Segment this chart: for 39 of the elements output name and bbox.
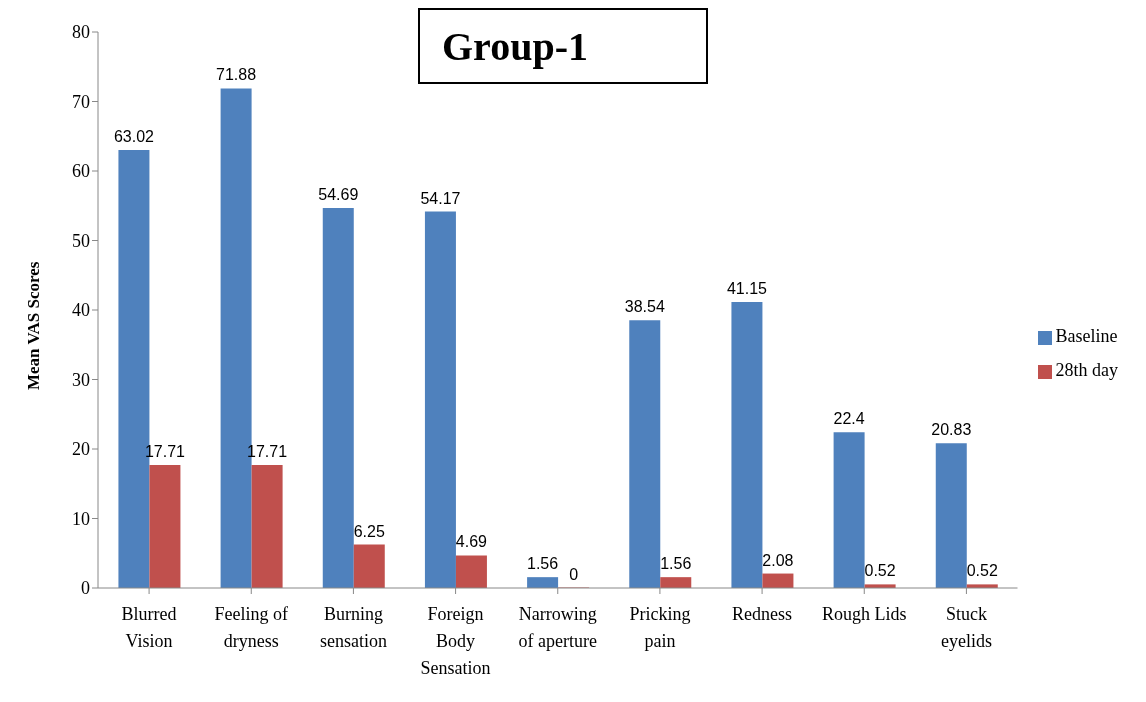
y-tick-label: 40	[72, 300, 90, 321]
x-tick-label: Pricking pain	[629, 604, 691, 651]
y-tick-label: 80	[72, 22, 90, 43]
y-tick-label: 70	[72, 91, 90, 112]
x-tick-label: Burning sensation	[319, 604, 387, 651]
data-label: 54.69	[318, 185, 359, 203]
data-label: 1.56	[660, 555, 692, 573]
legend-label: 28th day	[1055, 360, 1118, 380]
data-label: 38.54	[624, 298, 665, 316]
x-tick-label: Narrowing of aperture	[518, 604, 597, 651]
data-label: 54.17	[420, 189, 461, 207]
x-tick-label: Blurred Vision	[121, 604, 177, 651]
x-tick-label: Stuck eyelids	[940, 604, 992, 651]
data-label: 0.52	[864, 562, 896, 580]
y-tick-label: 60	[72, 161, 90, 182]
y-tick-label: 30	[72, 369, 90, 390]
legend-label: Baseline	[1055, 326, 1118, 346]
x-tick-label: Feeling of dryness	[214, 604, 288, 651]
data-label: 6.25	[353, 522, 385, 540]
data-label: 20.83	[931, 421, 972, 439]
data-label: 1.56	[527, 555, 559, 573]
y-axis-title: Mean VAS Scores	[24, 261, 44, 390]
y-tick-label: 0	[81, 578, 90, 599]
x-tick-label: Foreign Body Sensation	[420, 604, 491, 678]
data-label: 71.88	[216, 66, 257, 84]
title-frame: Group-1	[418, 8, 708, 84]
data-label: 0.52	[966, 562, 998, 580]
data-label: 0	[569, 565, 579, 583]
data-label: 41.15	[726, 280, 768, 298]
y-tick-label: 50	[72, 230, 90, 251]
y-tick-label: 20	[72, 439, 90, 460]
y-tick-label: 10	[72, 508, 90, 529]
data-label: 2.08	[762, 551, 794, 569]
data-label: 63.02	[113, 128, 155, 146]
data-label: 22.4	[833, 410, 865, 428]
x-tick-label: Rough Lids	[821, 604, 907, 624]
chart-title: Group-1	[442, 22, 588, 70]
x-tick-label: Redness	[732, 604, 793, 624]
data-label: 4.69	[455, 533, 488, 551]
